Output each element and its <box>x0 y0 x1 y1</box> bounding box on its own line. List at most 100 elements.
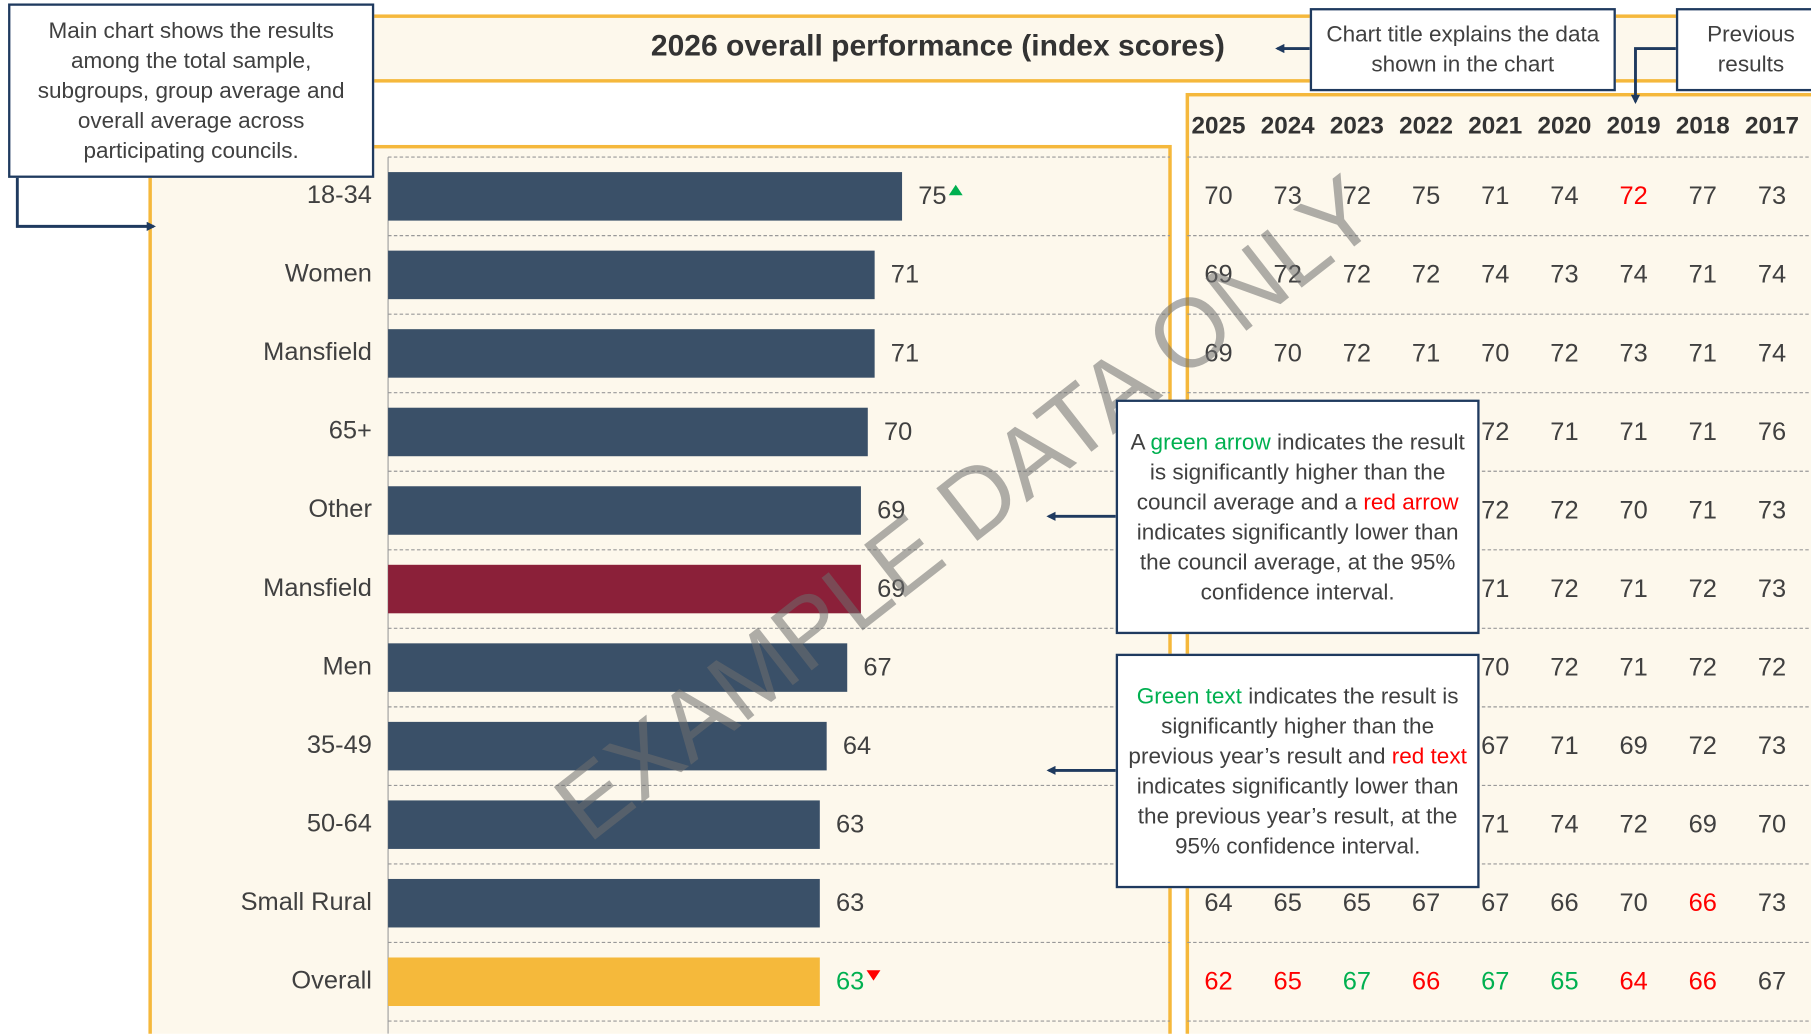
category-label: 18-34 <box>307 181 372 209</box>
category-label: Women <box>285 260 372 288</box>
table-cell: 70 <box>1274 339 1302 367</box>
table-cell: 64 <box>1204 889 1232 917</box>
category-label: Mansfield <box>263 574 372 602</box>
callout: Previous results <box>1675 8 1811 92</box>
table-cell: 71 <box>1550 418 1578 446</box>
value-label: 64 <box>843 732 871 760</box>
table-cell: 74 <box>1619 261 1647 289</box>
table-cell: 67 <box>1481 889 1509 917</box>
table-cell: 72 <box>1412 261 1440 289</box>
table-cell: 67 <box>1343 968 1371 996</box>
bar <box>388 329 875 378</box>
bar <box>388 957 820 1007</box>
table-cell: 72 <box>1481 496 1509 524</box>
table-cell: 62 <box>1204 968 1232 996</box>
table-cell: 72 <box>1343 339 1371 367</box>
table-cell: 71 <box>1689 261 1717 289</box>
callout-segment: indicates significantly lower than the p… <box>1136 773 1459 859</box>
connector <box>1630 47 1676 104</box>
table-cell: 72 <box>1274 261 1302 289</box>
table-cell: 73 <box>1758 496 1786 524</box>
table-cell: 71 <box>1412 339 1440 367</box>
callout-segment: indicates significantly lower than the c… <box>1136 519 1459 605</box>
value-label: 69 <box>877 496 905 524</box>
table-cell: 74 <box>1550 811 1578 839</box>
table-cell: 75 <box>1412 182 1440 210</box>
year-header: 2018 <box>1676 112 1730 139</box>
bar <box>388 564 861 614</box>
table-cell: 73 <box>1550 261 1578 289</box>
callout-segment: red text <box>1391 743 1467 769</box>
table-cell: 72 <box>1481 418 1509 446</box>
table-cell: 71 <box>1550 732 1578 760</box>
year-header: 2021 <box>1468 112 1522 139</box>
table-cell: 77 <box>1689 182 1717 210</box>
table-cell: 70 <box>1758 811 1786 839</box>
connector <box>15 176 156 231</box>
callout-segment: Green text <box>1136 683 1242 709</box>
table-cell: 67 <box>1481 968 1509 996</box>
callout-text: Green text indicates the result is signi… <box>1127 681 1468 861</box>
value-label: 63 <box>836 889 864 917</box>
table-cell: 76 <box>1758 418 1786 446</box>
callout: Chart title explains the data shown in t… <box>1309 8 1616 92</box>
table-cell: 72 <box>1689 653 1717 681</box>
table-cell: 73 <box>1274 182 1302 210</box>
callout-segment: indicates the result is significantly hi… <box>1136 429 1465 515</box>
table-cell: 65 <box>1550 968 1578 996</box>
value-label: 70 <box>884 418 912 446</box>
table-cell: 72 <box>1689 575 1717 603</box>
callout-text: A green arrow indicates the result is si… <box>1127 427 1468 607</box>
table-cell: 74 <box>1758 261 1786 289</box>
category-label: 65+ <box>329 417 372 445</box>
table-cell: 70 <box>1481 653 1509 681</box>
value-label: 71 <box>891 339 919 367</box>
chart-title: 2026 overall performance (index scores) <box>651 29 1225 62</box>
table-cell: 65 <box>1274 889 1302 917</box>
table-cell: 71 <box>1619 418 1647 446</box>
year-header: 2023 <box>1330 112 1384 139</box>
category-label: Small Rural <box>241 888 372 916</box>
category-label: Men <box>322 652 371 680</box>
value-label: 75 <box>918 182 946 210</box>
table-cell: 71 <box>1481 811 1509 839</box>
callout: Main chart shows the results among the t… <box>8 3 375 178</box>
table-cell: 72 <box>1758 653 1786 681</box>
category-label: Other <box>308 495 372 523</box>
table-cell: 71 <box>1689 418 1717 446</box>
category-label: Mansfield <box>263 338 372 366</box>
table-cell: 71 <box>1689 339 1717 367</box>
table-cell: 70 <box>1619 496 1647 524</box>
table-cell: 71 <box>1481 575 1509 603</box>
callout-segment: green arrow <box>1150 429 1271 455</box>
year-header: 2017 <box>1745 112 1799 139</box>
category-label: 50-64 <box>307 809 372 837</box>
table-cell: 66 <box>1689 968 1717 996</box>
year-header: 2020 <box>1537 112 1591 139</box>
table-cell: 67 <box>1412 889 1440 917</box>
significance-arrow <box>948 184 963 196</box>
table-cell: 70 <box>1619 889 1647 917</box>
table-cell: 70 <box>1481 339 1509 367</box>
table-cell: 74 <box>1481 261 1509 289</box>
table-cell: 74 <box>1550 182 1578 210</box>
value-label: 63 <box>836 811 864 839</box>
table-cell: 64 <box>1619 968 1647 996</box>
callout-segment: A <box>1130 429 1151 455</box>
table-cell: 72 <box>1619 182 1647 210</box>
callout: Green text indicates the result is signi… <box>1115 653 1480 889</box>
table-cell: 71 <box>1619 653 1647 681</box>
category-label: 35-49 <box>307 731 372 759</box>
bar <box>388 172 903 221</box>
table-cell: 69 <box>1619 732 1647 760</box>
table-cell: 72 <box>1550 653 1578 681</box>
table-cell: 74 <box>1758 339 1786 367</box>
table-cell: 70 <box>1204 182 1232 210</box>
year-header: 2022 <box>1399 112 1453 139</box>
table-cell: 72 <box>1619 811 1647 839</box>
table-cell: 71 <box>1689 496 1717 524</box>
table-cell: 72 <box>1550 496 1578 524</box>
table-cell: 73 <box>1758 889 1786 917</box>
year-header: 2024 <box>1261 112 1315 139</box>
table-cell: 66 <box>1412 968 1440 996</box>
